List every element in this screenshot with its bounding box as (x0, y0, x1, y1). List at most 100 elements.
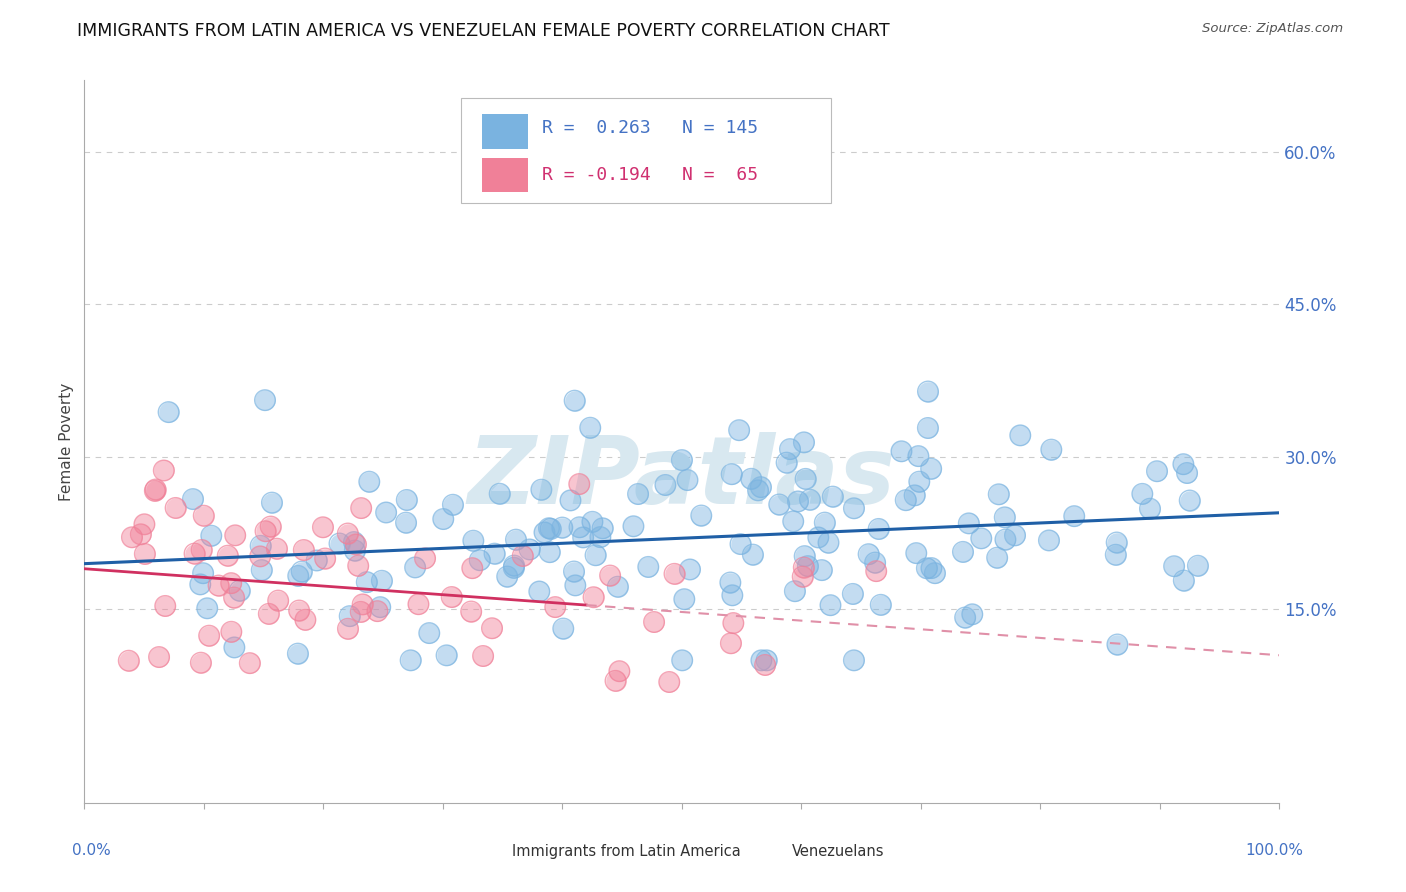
Point (779, 442, 801, 456)
Text: ZIPatlas: ZIPatlas (468, 432, 896, 524)
Point (288, 603, 311, 617)
Point (924, 566, 946, 581)
Point (907, 449, 929, 463)
Point (440, 590, 463, 604)
Point (749, 480, 772, 494)
FancyBboxPatch shape (479, 837, 505, 864)
Point (191, 566, 214, 581)
Text: N = 145: N = 145 (682, 119, 758, 136)
Point (344, 537, 367, 551)
Point (481, 621, 503, 635)
Point (224, 528, 246, 542)
Point (957, 516, 980, 531)
Point (217, 549, 239, 563)
Point (564, 393, 586, 408)
Point (224, 528, 246, 542)
Point (436, 648, 458, 663)
Point (797, 559, 820, 574)
Point (253, 393, 276, 408)
Point (863, 556, 886, 570)
Point (721, 588, 744, 602)
Point (741, 548, 763, 562)
Point (782, 514, 804, 528)
Point (1105, 548, 1128, 562)
Point (488, 487, 510, 501)
Point (291, 565, 314, 579)
Text: R =  0.263: R = 0.263 (543, 119, 651, 136)
Point (740, 472, 762, 486)
Point (148, 650, 170, 665)
Point (291, 565, 314, 579)
Point (904, 488, 927, 502)
Point (155, 599, 177, 613)
Point (551, 520, 574, 534)
Point (728, 423, 751, 437)
Point (463, 533, 485, 548)
Point (782, 514, 804, 528)
Point (207, 578, 229, 592)
Point (793, 549, 815, 563)
Point (260, 519, 283, 533)
Point (868, 522, 890, 536)
Point (336, 622, 359, 636)
Point (582, 591, 605, 605)
Point (359, 475, 381, 489)
Point (553, 622, 575, 636)
Point (690, 508, 713, 523)
Point (121, 530, 143, 544)
Point (723, 615, 745, 630)
Point (917, 384, 939, 399)
Point (228, 583, 250, 598)
Point (553, 622, 575, 636)
Point (741, 548, 763, 562)
Point (134, 547, 156, 561)
Point (540, 522, 562, 536)
Point (441, 498, 464, 512)
Point (359, 475, 381, 489)
Point (312, 520, 335, 534)
Point (260, 495, 283, 509)
Point (440, 590, 463, 604)
Point (350, 605, 373, 619)
Point (1004, 528, 1026, 542)
Point (314, 551, 336, 566)
Point (754, 657, 776, 672)
Point (793, 435, 815, 450)
Point (404, 560, 426, 574)
Point (250, 563, 273, 577)
Point (134, 517, 156, 532)
Point (496, 569, 519, 583)
Point (1173, 574, 1195, 588)
Point (585, 548, 607, 562)
Point (460, 605, 482, 619)
Point (395, 493, 418, 508)
Point (191, 566, 214, 581)
Point (810, 563, 832, 577)
Point (779, 442, 801, 456)
Point (842, 587, 865, 601)
Point (222, 591, 245, 605)
Point (207, 578, 229, 592)
Point (754, 657, 776, 672)
Point (1107, 638, 1129, 652)
Point (1038, 533, 1060, 548)
Point (793, 560, 815, 574)
Point (810, 563, 832, 577)
Point (165, 500, 187, 515)
Point (957, 516, 980, 531)
Point (266, 541, 288, 556)
Point (842, 501, 865, 516)
Point (287, 569, 309, 583)
Point (623, 519, 645, 533)
Point (221, 624, 243, 639)
Point (792, 569, 814, 583)
Point (347, 558, 370, 573)
Point (572, 530, 595, 544)
Point (962, 607, 984, 622)
Point (920, 462, 942, 476)
Point (118, 654, 141, 668)
Point (468, 553, 491, 567)
Point (842, 653, 865, 667)
Point (352, 598, 374, 612)
Point (568, 520, 591, 534)
